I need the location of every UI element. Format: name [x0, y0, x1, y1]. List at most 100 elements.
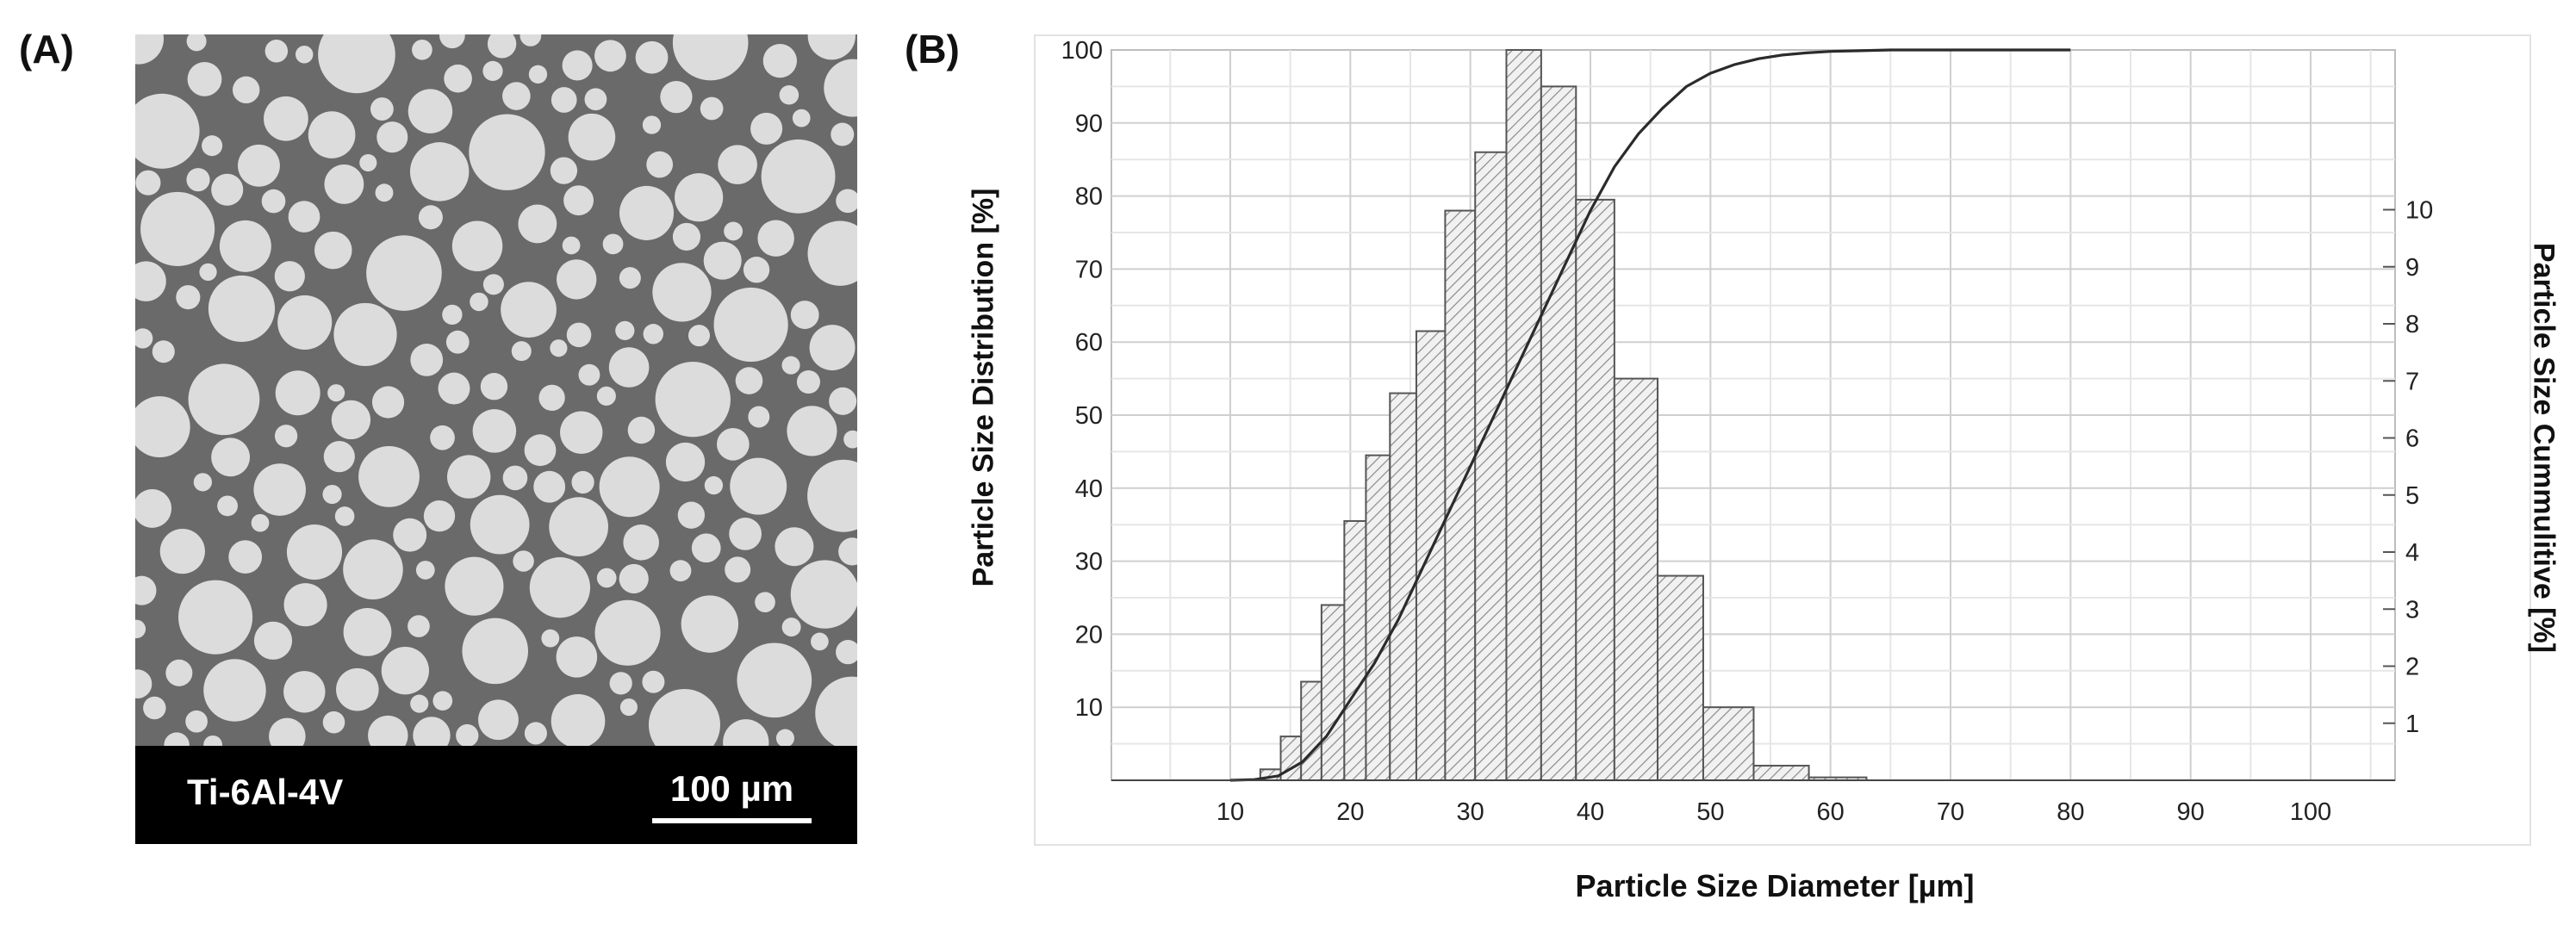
powder-particle: [408, 615, 430, 637]
powder-particle: [563, 185, 594, 216]
powder-particle: [343, 608, 392, 656]
powder-particle: [533, 470, 566, 503]
powder-particle: [655, 362, 731, 438]
powder-particle: [251, 513, 270, 532]
powder-particle: [323, 441, 355, 473]
y-tick-label: 60: [1075, 329, 1103, 357]
powder-particle: [594, 599, 661, 666]
y-tick-label: 70: [1075, 256, 1103, 283]
powder-particle: [723, 719, 769, 746]
powder-particle: [135, 489, 172, 528]
y2-tick-label: 5: [2405, 482, 2419, 510]
powder-particle: [203, 735, 222, 746]
powder-particle: [619, 185, 675, 240]
powder-particle: [838, 537, 857, 566]
powder-particle: [430, 425, 455, 450]
powder-particle: [277, 295, 333, 350]
powder-particle: [550, 339, 568, 357]
powder-particle: [646, 151, 674, 178]
powder-particle: [261, 189, 286, 214]
y2-tick-label: 9: [2405, 254, 2419, 282]
powder-particle: [824, 59, 857, 117]
powder-particle: [478, 699, 519, 741]
powder-particle: [549, 497, 608, 557]
x-tick-label: 90: [2177, 798, 2205, 826]
x-tick-label: 30: [1457, 798, 1484, 826]
powder-particle: [560, 411, 603, 454]
powder-particle: [562, 50, 593, 81]
powder-particle: [524, 434, 557, 467]
powder-particle: [529, 557, 591, 618]
powder-particle: [811, 632, 829, 651]
powder-particle: [615, 320, 635, 340]
powder-particle: [635, 40, 669, 74]
powder-particle: [445, 556, 504, 616]
powder-particle: [642, 115, 662, 134]
histogram-bar: [1575, 198, 1615, 781]
y-tick-label: 80: [1075, 183, 1103, 211]
powder-particle: [787, 406, 837, 456]
cumulative-curve: [1229, 48, 2071, 782]
powder-particle: [703, 241, 742, 280]
powder-particle: [193, 473, 212, 492]
histogram-bar: [1343, 519, 1367, 782]
powder-particle: [413, 717, 451, 746]
powder-particle: [562, 236, 581, 255]
powder-particle: [660, 80, 693, 114]
powder-particle: [442, 304, 463, 326]
histogram-bar: [1752, 765, 1810, 781]
powder-particle: [487, 34, 517, 59]
powder-particle: [541, 629, 560, 648]
powder-particle: [743, 257, 770, 283]
powder-particle: [775, 527, 814, 567]
x-axis-title: Particle Size Diameter [µm]: [1575, 868, 1975, 903]
powder-particle: [469, 114, 545, 190]
chart-frame: [1034, 34, 2531, 846]
powder-particle: [343, 539, 403, 599]
powder-particle: [482, 60, 503, 82]
powder-particle: [159, 529, 205, 574]
powder-particle: [596, 568, 617, 588]
powder-particle: [366, 235, 442, 311]
powder-particle: [368, 715, 408, 746]
powder-particle: [232, 76, 260, 104]
powder-particle: [275, 370, 320, 416]
powder-particle: [843, 430, 857, 449]
powder-particle: [451, 220, 503, 271]
powder-particle: [135, 396, 190, 458]
powder-particle: [415, 561, 435, 580]
powder-particle: [135, 619, 146, 639]
powder-particle: [358, 445, 420, 507]
y-tick-label: 100: [1061, 37, 1103, 65]
powder-particle: [652, 263, 712, 322]
powder-particle: [283, 671, 326, 713]
powder-particle: [735, 367, 763, 394]
powder-particle: [518, 204, 557, 244]
powder-particle: [202, 135, 223, 157]
powder-particle: [228, 540, 263, 574]
powder-particle: [135, 328, 153, 349]
powder-particle: [143, 696, 166, 720]
powder-particle: [729, 518, 762, 550]
powder-particle: [551, 693, 606, 746]
powder-particle: [253, 463, 306, 516]
powder-particle: [750, 112, 783, 145]
y-tick-label: 10: [1075, 694, 1103, 722]
powder-particle: [393, 518, 427, 552]
powder-particle: [718, 145, 757, 184]
panel-b-label: (B): [905, 27, 960, 71]
powder-particle: [410, 694, 429, 713]
x-tick-label: 60: [1817, 798, 1845, 826]
x-tick-label: 80: [2056, 798, 2084, 826]
scale-bar: [652, 818, 812, 823]
powder-particle: [829, 387, 857, 415]
powder-particle: [602, 233, 624, 255]
powder-particle: [253, 621, 293, 660]
powder-particle: [274, 261, 305, 292]
powder-particles-image: [135, 34, 857, 746]
y-tick-label: 40: [1075, 475, 1103, 503]
powder-particle: [807, 34, 856, 60]
powder-particle: [418, 205, 443, 230]
x-tick-label: 70: [1937, 798, 1964, 826]
powder-particle: [334, 506, 355, 526]
